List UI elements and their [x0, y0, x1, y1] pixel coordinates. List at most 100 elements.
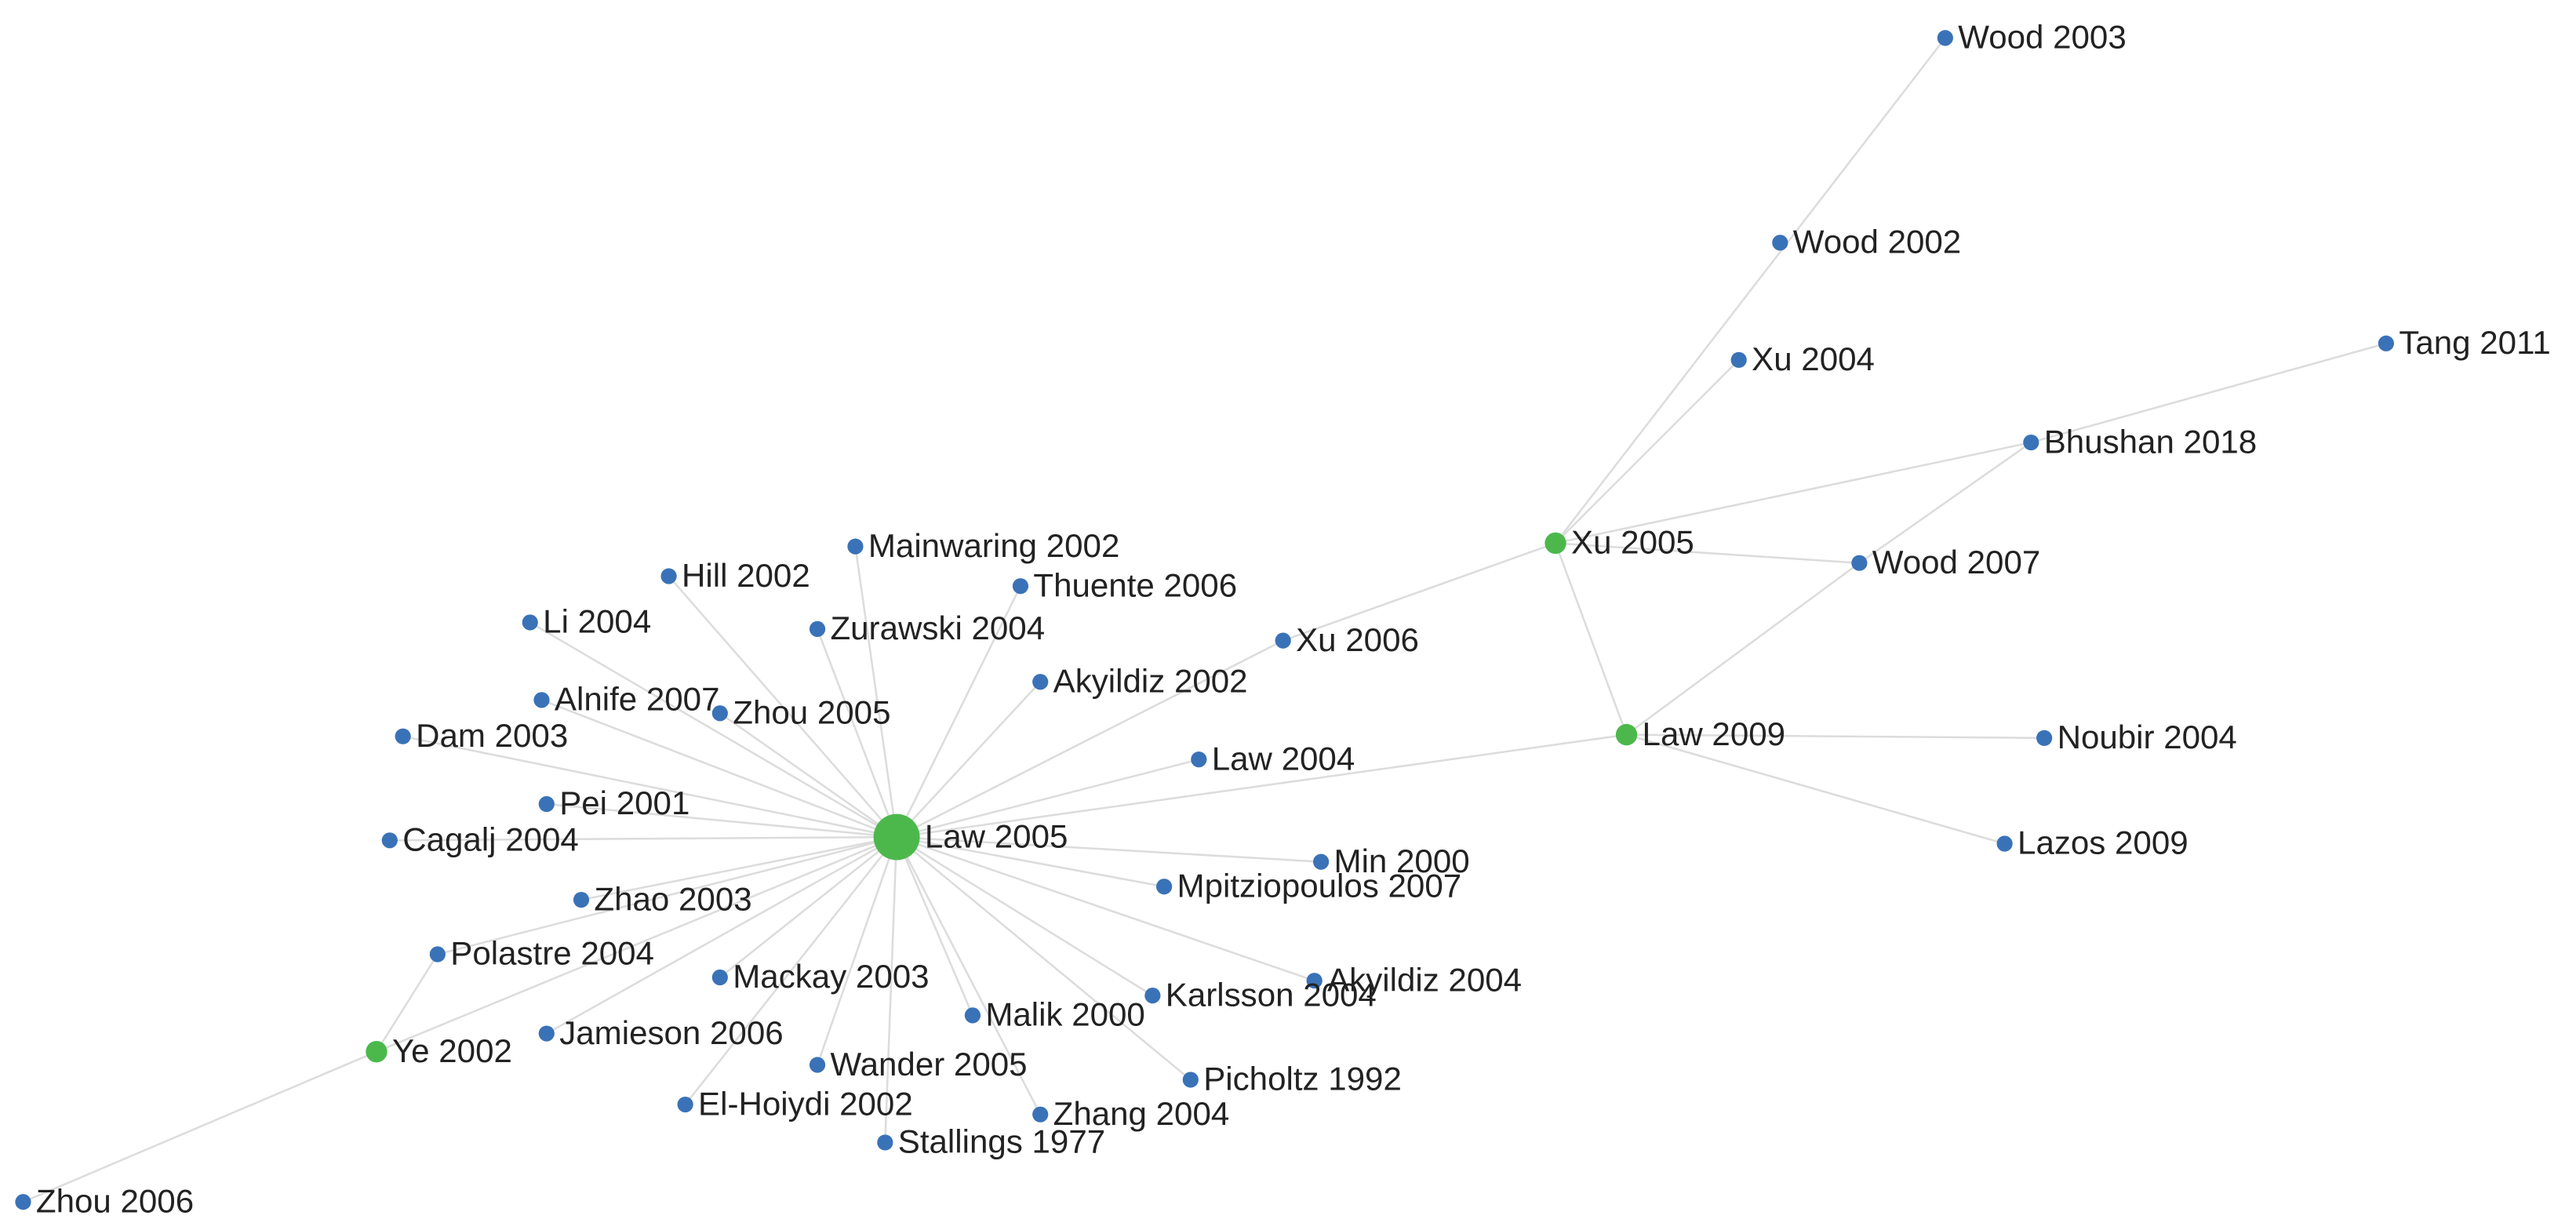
node-label: Cagalj 2004	[402, 821, 579, 858]
edge	[896, 733, 1627, 839]
node-label: Akyildiz 2004	[1327, 961, 1522, 998]
edge	[529, 621, 897, 839]
node-label: Xu 2005	[1571, 524, 1694, 561]
edge	[1555, 542, 1860, 564]
node	[429, 946, 446, 963]
edge	[1625, 562, 1861, 736]
node-label: Tang 2011	[2399, 324, 2550, 361]
edge	[1283, 542, 1556, 642]
edge	[884, 837, 898, 1143]
node-label: Picholtz 1992	[1203, 1061, 1402, 1097]
node	[711, 705, 728, 722]
edge	[896, 835, 1165, 888]
node-label: Malik 2000	[985, 996, 1145, 1033]
node-label: Wood 2007	[1872, 544, 2040, 580]
node-label: Xu 2004	[1752, 340, 1875, 377]
node	[1772, 235, 1788, 251]
edge	[402, 735, 897, 839]
node-label: Lazos 2009	[2018, 824, 2189, 861]
node-label: Wander 2005	[830, 1046, 1027, 1083]
edge	[580, 835, 897, 901]
node	[660, 568, 677, 584]
node	[1191, 751, 1207, 768]
node	[395, 728, 411, 744]
edge	[719, 836, 897, 978]
node	[1032, 1106, 1049, 1123]
node-label: Law 2005	[925, 817, 1068, 854]
edge	[546, 835, 897, 1035]
edge	[1858, 442, 2032, 564]
node-label: Zhang 2004	[1053, 1095, 1230, 1132]
edge	[897, 835, 1322, 863]
edge	[684, 836, 898, 1105]
edge	[895, 585, 1022, 838]
node-label: Mainwaring 2002	[868, 527, 1120, 564]
node-label: Zhou 2005	[733, 693, 890, 730]
node-label: Noubir 2004	[2058, 719, 2237, 755]
edge	[1555, 358, 1740, 544]
node-label: Dam 2003	[416, 717, 568, 754]
nodes: Law 2005 Xu 2005 Law 2009 Ye 2002 Wood 2003 W…	[15, 19, 2551, 1219]
edge	[816, 628, 898, 838]
node	[522, 614, 538, 631]
node-label: Mpitziopoulos 2007	[1177, 867, 1462, 904]
node	[1937, 30, 1953, 46]
edge	[389, 835, 897, 842]
node	[2036, 730, 2053, 746]
node	[1996, 835, 2013, 852]
node	[366, 1041, 387, 1063]
node	[1032, 674, 1049, 690]
node	[15, 1194, 31, 1210]
edges	[22, 37, 2387, 1203]
node	[381, 832, 398, 849]
node-label: Zhou 2006	[36, 1182, 194, 1219]
edge	[1626, 733, 2005, 845]
edge	[1555, 37, 1946, 544]
edge	[376, 835, 897, 1053]
node	[1144, 988, 1161, 1004]
edge	[895, 836, 974, 1016]
edge	[375, 953, 438, 1053]
node-label: Alnife 2007	[555, 681, 720, 718]
node-label: El-Hoiydi 2002	[698, 1085, 913, 1122]
node-label: Xu 2006	[1296, 621, 1419, 658]
node	[538, 1025, 555, 1042]
edge	[719, 712, 897, 839]
edge	[1555, 441, 2032, 544]
edge	[546, 802, 897, 839]
node	[2378, 335, 2395, 351]
edge	[1626, 733, 2045, 740]
node-label: Wood 2002	[1793, 224, 1961, 260]
edge	[22, 1050, 377, 1203]
node	[1182, 1072, 1199, 1088]
node	[809, 620, 826, 637]
node-label: Hill 2002	[682, 557, 810, 594]
node	[1851, 555, 1868, 571]
node	[1615, 723, 1638, 746]
edge	[896, 639, 1284, 839]
node-label: Akyildiz 2002	[1053, 662, 1248, 699]
edge	[895, 836, 1042, 1115]
node-label: Mackay 2003	[733, 958, 929, 995]
node-label: Karlsson 2004	[1166, 976, 1377, 1013]
edge	[1554, 543, 1628, 736]
node-label: Law 2009	[1643, 715, 1786, 752]
node-label: Zhao 2003	[594, 880, 751, 917]
edge	[896, 836, 1154, 997]
edge	[896, 836, 1192, 1081]
edge	[896, 835, 1315, 982]
edge	[896, 681, 1042, 838]
edge	[437, 835, 897, 955]
node-label: Jamieson 2006	[559, 1014, 783, 1051]
node	[877, 1134, 893, 1151]
node	[873, 813, 920, 861]
node	[1730, 351, 1747, 368]
node-label: Li 2004	[543, 603, 651, 640]
node-label: Ye 2002	[392, 1032, 512, 1069]
node	[1012, 578, 1029, 595]
node	[1312, 853, 1330, 870]
node	[1156, 879, 1173, 895]
node-label: Pei 2001	[559, 784, 689, 821]
